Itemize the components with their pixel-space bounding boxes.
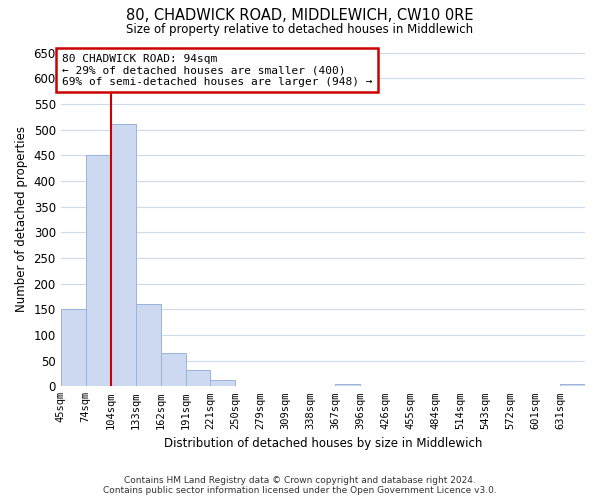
Bar — [335, 384, 360, 386]
Text: 80, CHADWICK ROAD, MIDDLEWICH, CW10 0RE: 80, CHADWICK ROAD, MIDDLEWICH, CW10 0RE — [126, 8, 474, 22]
Bar — [161, 353, 185, 386]
Bar — [211, 380, 235, 386]
Text: Size of property relative to detached houses in Middlewich: Size of property relative to detached ho… — [127, 22, 473, 36]
Bar — [110, 124, 136, 386]
Bar — [560, 384, 585, 386]
X-axis label: Distribution of detached houses by size in Middlewich: Distribution of detached houses by size … — [164, 437, 482, 450]
Text: 80 CHADWICK ROAD: 94sqm
← 29% of detached houses are smaller (400)
69% of semi-d: 80 CHADWICK ROAD: 94sqm ← 29% of detache… — [62, 54, 372, 86]
Bar — [86, 155, 110, 386]
Bar — [185, 370, 211, 386]
Y-axis label: Number of detached properties: Number of detached properties — [15, 126, 28, 312]
Bar — [61, 310, 86, 386]
Text: Contains HM Land Registry data © Crown copyright and database right 2024.
Contai: Contains HM Land Registry data © Crown c… — [103, 476, 497, 495]
Bar — [136, 304, 161, 386]
